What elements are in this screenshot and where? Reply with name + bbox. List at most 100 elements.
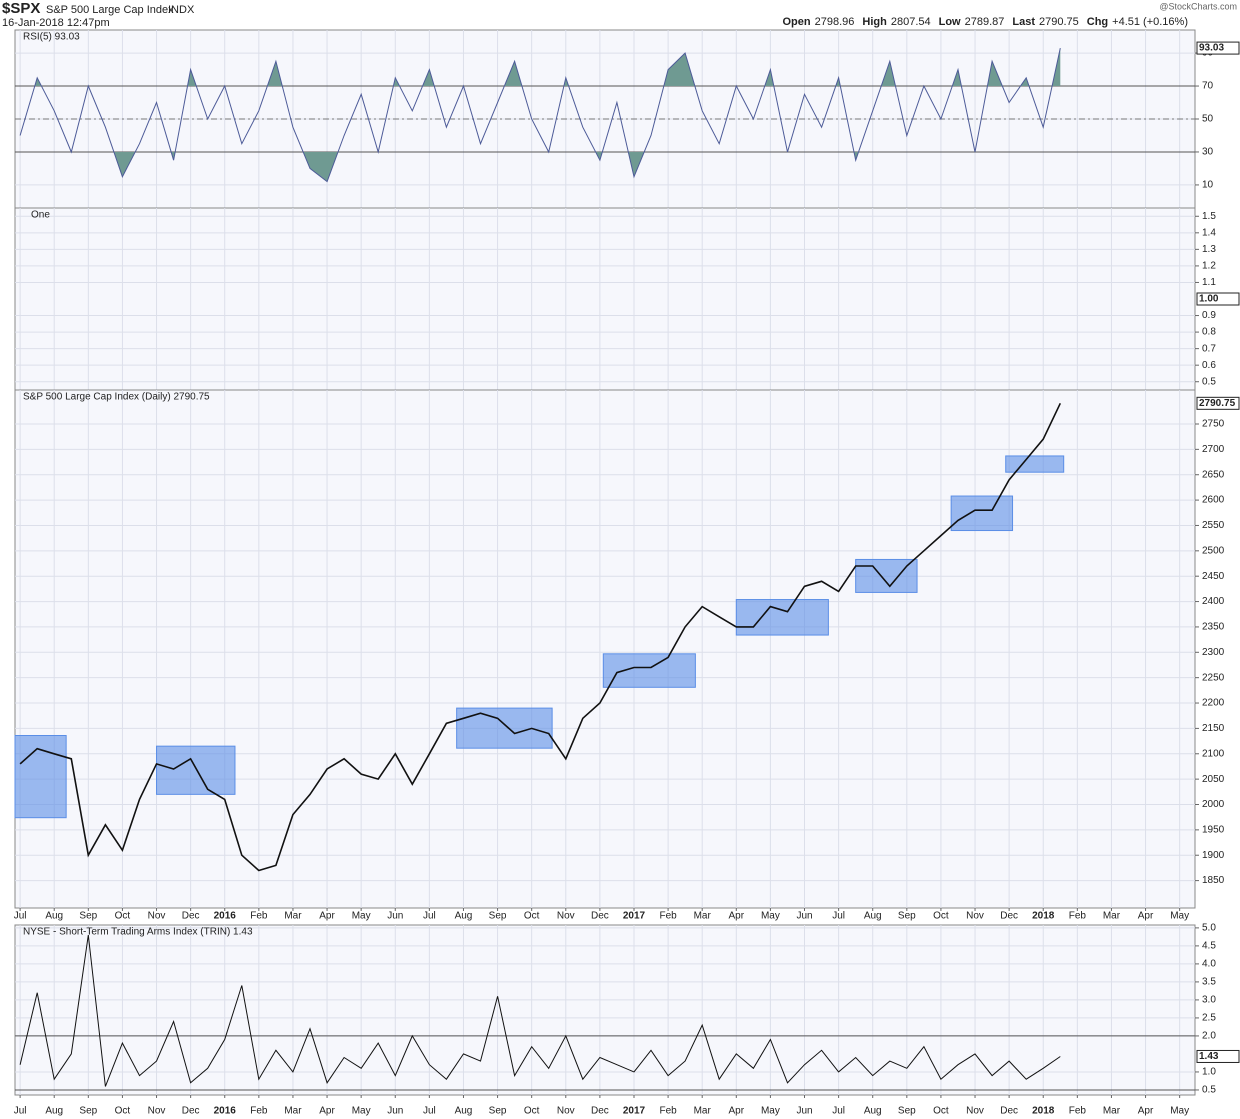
y-tick-label: 2.5 (1202, 1013, 1216, 1024)
y-tick-label: 10 (1202, 180, 1214, 191)
y-tick-label: 2750 (1202, 419, 1225, 430)
x-tick-label: May (761, 911, 780, 922)
x-tick-label: Aug (864, 1106, 882, 1117)
x-tick-label: 2018 (1032, 1106, 1055, 1117)
y-tick-label: 2050 (1202, 774, 1225, 785)
x-tick-label: Apr (1138, 1106, 1154, 1117)
quote-value: 2798.96 (815, 16, 855, 28)
last-value-label: 93.03 (1199, 43, 1224, 54)
consolidation-box (735, 599, 829, 636)
x-tick-label: Oct (115, 911, 131, 922)
x-tick-label: Nov (148, 911, 166, 922)
x-tick-label: Sep (898, 1106, 916, 1117)
y-tick-label: 70 (1202, 81, 1214, 92)
x-tick-label: Oct (933, 1106, 949, 1117)
y-tick-label: 2250 (1202, 672, 1225, 683)
x-tick-label: Aug (45, 911, 63, 922)
y-tick-label: 2400 (1202, 596, 1225, 607)
consolidation-box (156, 745, 236, 795)
y-tick-label: 1850 (1202, 875, 1225, 886)
consolidation-box (602, 653, 696, 688)
panel-background (14, 924, 1196, 1096)
series-line (19, 935, 1061, 1087)
x-tick-label: Oct (933, 911, 949, 922)
y-tick-label: 1.2 (1202, 261, 1216, 272)
x-tick-label: Feb (250, 1106, 268, 1117)
x-tick-label: Jul (423, 1106, 436, 1117)
consolidation-box (14, 735, 67, 819)
x-tick-label: 2017 (623, 1106, 646, 1117)
x-tick-label: Apr (1138, 911, 1154, 922)
x-tick-label: Mar (694, 1106, 712, 1117)
rsi-fill (20, 48, 1061, 182)
y-tick-label: 2550 (1202, 520, 1225, 531)
x-tick-label: Apr (319, 911, 335, 922)
last-value-box (1196, 41, 1240, 55)
x-tick-label: 2016 (214, 1106, 237, 1117)
y-tick-label: 2200 (1202, 698, 1225, 709)
y-tick-label: 1.0 (1202, 1067, 1216, 1078)
x-tick-label: Nov (557, 1106, 575, 1117)
last-value-label: 2790.75 (1199, 398, 1236, 409)
consolidation-box (950, 495, 1014, 532)
x-tick-label: Feb (659, 911, 677, 922)
x-tick-label: Aug (455, 911, 473, 922)
quote: Open 2798.96 High 2807.54 Low 2789.87 Last 2790… (783, 16, 1189, 28)
source: @StockCharts.com (1159, 1, 1237, 11)
x-tick-label: Nov (966, 911, 984, 922)
quote-label: High (862, 16, 887, 28)
x-tick-label: Apr (729, 911, 745, 922)
last-value-label: 1.43 (1199, 1051, 1219, 1062)
timestamp: 16-Jan-2018 12:47pm (2, 17, 110, 29)
y-tick-label: 1.4 (1202, 227, 1216, 238)
x-tick-label: Aug (864, 911, 882, 922)
last-value-box (1196, 396, 1240, 410)
x-tick-label: Mar (1103, 911, 1121, 922)
consolidation-box (1005, 455, 1065, 473)
x-tick-label: 2016 (214, 911, 237, 922)
x-tick-label: Mar (694, 911, 712, 922)
exchange: INDX (168, 4, 195, 16)
y-tick-label: 0.5 (1202, 376, 1216, 387)
x-tick-label: Dec (182, 911, 200, 922)
y-tick-label: 4.0 (1202, 959, 1216, 970)
y-tick-label: 2500 (1202, 545, 1225, 556)
y-tick-label: 2300 (1202, 647, 1225, 658)
x-tick-label: Sep (489, 911, 507, 922)
x-tick-label: May (1170, 911, 1189, 922)
x-tick-label: Aug (45, 1106, 63, 1117)
y-tick-label: 2650 (1202, 469, 1225, 480)
panel-title: S&P 500 Large Cap Index (Daily) 2790.75 (23, 392, 210, 403)
y-tick-label: 2.0 (1202, 1031, 1216, 1042)
y-tick-label: 2000 (1202, 799, 1225, 810)
x-tick-label: Feb (1069, 1106, 1087, 1117)
y-tick-label: 0.6 (1202, 360, 1216, 371)
x-tick-label: 2018 (1032, 911, 1055, 922)
y-tick-label: 1.5 (1202, 211, 1216, 222)
x-tick-label: Oct (524, 911, 540, 922)
quote-value: 2789.87 (965, 16, 1005, 28)
y-tick-label: 2700 (1202, 444, 1225, 455)
x-tick-label: Mar (1103, 1106, 1121, 1117)
quote-label: Open (783, 16, 811, 28)
x-tick-label: Jul (832, 911, 845, 922)
x-tick-label: Mar (284, 911, 302, 922)
y-tick-label: 1.3 (1202, 244, 1216, 255)
x-tick-label: Dec (1000, 911, 1018, 922)
last-value-label: 1.00 (1199, 294, 1219, 305)
x-tick-label: Dec (182, 1106, 200, 1117)
x-tick-label: Aug (455, 1106, 473, 1117)
y-tick-label: 2100 (1202, 748, 1225, 759)
y-tick-label: 2450 (1202, 571, 1225, 582)
x-tick-label: Jun (796, 1106, 812, 1117)
x-tick-label: Nov (557, 911, 575, 922)
x-tick-label: Apr (319, 1106, 335, 1117)
x-tick-label: May (352, 1106, 371, 1117)
y-tick-label: 4.5 (1202, 941, 1216, 952)
panel-title: NYSE - Short-Term Trading Arms Index (TR… (23, 927, 253, 938)
x-tick-label: Jun (387, 1106, 403, 1117)
index-name: S&P 500 Large Cap Index (46, 4, 174, 16)
x-tick-label: Sep (489, 1106, 507, 1117)
y-tick-label: 50 (1202, 114, 1214, 125)
x-tick-label: Jul (14, 1106, 27, 1117)
